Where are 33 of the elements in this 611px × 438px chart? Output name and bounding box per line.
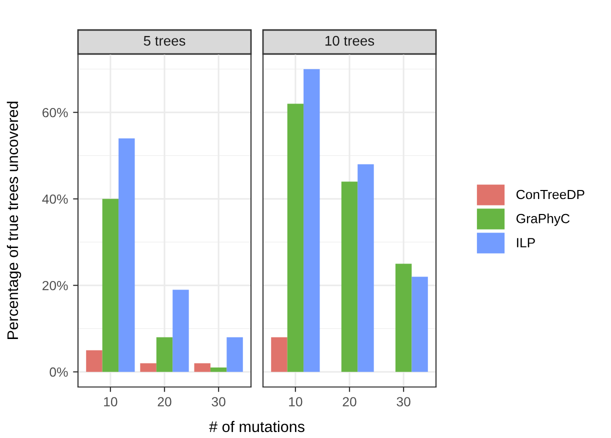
bar: [140, 363, 156, 372]
bar: [341, 182, 358, 372]
y-tick-label: 40%: [42, 194, 68, 204]
x-tick-label: 20: [342, 397, 356, 406]
bar: [226, 337, 243, 372]
x-axis-title: # of mutations: [209, 420, 304, 432]
x-tick-label: 30: [212, 397, 226, 406]
bar: [412, 276, 428, 372]
x-tick-label: 20: [158, 397, 172, 406]
bar: [172, 290, 189, 372]
bar: [358, 164, 374, 372]
y-tick-label: 0%: [50, 367, 68, 377]
bar: [395, 264, 412, 372]
x-tick-label: 30: [396, 397, 410, 406]
bar: [304, 69, 320, 372]
legend-label: GraPhyC: [516, 214, 570, 226]
bar: [287, 104, 304, 372]
y-axis-title: Percentage of true trees uncovered: [6, 102, 22, 339]
legend-label: ILP: [517, 238, 535, 248]
y-tick-label: 60%: [42, 108, 68, 118]
bar: [194, 363, 210, 372]
x-tick-label: 10: [289, 397, 302, 406]
legend-label: ConTreeDP: [516, 190, 584, 200]
chart-title: 5 trees: [144, 36, 186, 46]
bar: [210, 368, 227, 372]
bar: [86, 350, 102, 372]
bar: [118, 138, 135, 372]
bar: [102, 198, 119, 372]
x-tick-label: 10: [104, 397, 118, 406]
bar: [156, 337, 173, 372]
bar: [271, 337, 288, 372]
chart-title: 10 trees: [325, 36, 374, 46]
y-tick-label: 20%: [42, 280, 68, 290]
